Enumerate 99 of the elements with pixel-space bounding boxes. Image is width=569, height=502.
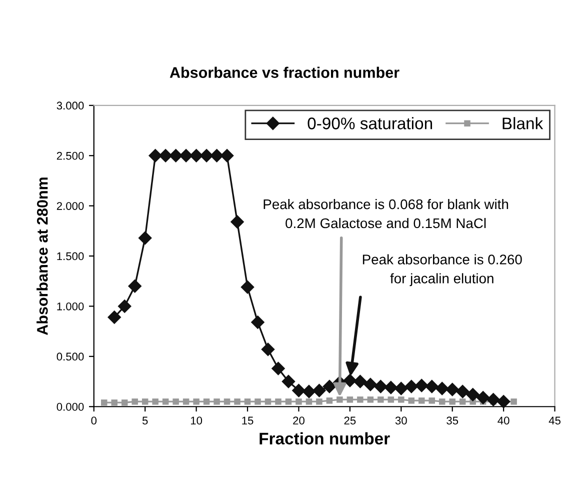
point [148,149,162,162]
point [302,384,316,398]
point [436,382,449,396]
point [404,380,418,394]
point [459,398,466,405]
y-tick-label: 0.000 [56,402,84,411]
point [108,310,121,324]
point [158,149,172,162]
x-tick-label: 30 [395,416,407,425]
point [142,398,148,405]
x-tick-label: 35 [446,416,458,425]
point [230,215,244,228]
point [510,398,517,405]
point [182,398,190,405]
chart-title: Absorbance vs fraction number [170,66,400,78]
point [121,399,128,406]
point [306,398,312,405]
point [251,316,264,329]
point [220,149,234,162]
point [254,398,261,405]
point [466,388,480,402]
point [415,378,428,392]
point [285,398,292,405]
point [169,149,182,162]
x-tick-label: 10 [190,416,202,425]
x-axis-title: Fraction number [260,432,390,444]
point [200,149,214,162]
point [172,398,179,405]
point [132,398,138,405]
point [152,398,158,405]
point [272,362,285,376]
legend-label: Blank [502,117,544,130]
point [449,398,456,405]
point [296,398,302,405]
point [234,398,240,405]
x-tick-label: 15 [242,416,254,425]
point [394,382,408,396]
y-tick-label: 1.000 [57,302,84,310]
x-tick-label: 20 [293,416,304,425]
point [486,393,500,406]
point [312,384,326,398]
y-tick-label: 0.500 [56,352,84,361]
point [378,396,384,403]
y-tick-label: 2.000 [56,202,84,210]
y-tick-label: 1.500 [57,252,84,260]
y-tick-label: 3.000 [56,102,84,110]
point [357,396,364,403]
point [316,398,322,405]
point [111,399,118,406]
point [128,280,142,293]
point [190,149,203,162]
point [275,398,282,405]
point [346,396,354,403]
point [101,399,108,406]
point [118,300,132,313]
point [179,149,193,162]
point [374,380,388,394]
x-tick-label: 40 [498,416,510,425]
point [418,397,425,404]
point [240,280,254,294]
point [398,396,404,403]
point [336,396,343,403]
point [322,380,336,394]
x-tick-label: 45 [548,416,560,425]
point [210,149,224,162]
point [224,398,230,405]
point [244,398,251,405]
point [456,384,470,398]
point [343,374,357,388]
x-tick-label: 5 [142,416,148,425]
point [282,374,296,388]
annotation: Peak absorbance is 0.260 for jacalin elution [362,254,522,286]
point [388,396,394,403]
point [446,382,459,396]
point [326,397,333,404]
point [264,398,272,405]
point [496,395,510,408]
point [292,384,306,398]
point [438,398,446,405]
point [193,398,200,405]
x-tick-label: 0 [91,416,97,425]
x-tick-label: 25 [344,416,356,425]
point [425,380,438,394]
point [408,397,415,404]
y-tick-label: 2.500 [56,152,84,160]
point [476,390,490,404]
point [428,397,435,404]
legend-label: 0-90% saturation [308,117,432,130]
point [162,398,169,405]
point [384,380,398,394]
point [203,398,210,405]
point [354,374,367,388]
point [214,398,220,405]
annotation: Peak absorbance is 0.068 for blank with 0.2M Galactose and 0.15M NaCl [264,198,508,228]
point [364,378,378,392]
point [367,396,374,403]
y-axis-title: Absorbance at 280nm [36,178,48,336]
point [138,231,152,245]
point [261,342,275,356]
